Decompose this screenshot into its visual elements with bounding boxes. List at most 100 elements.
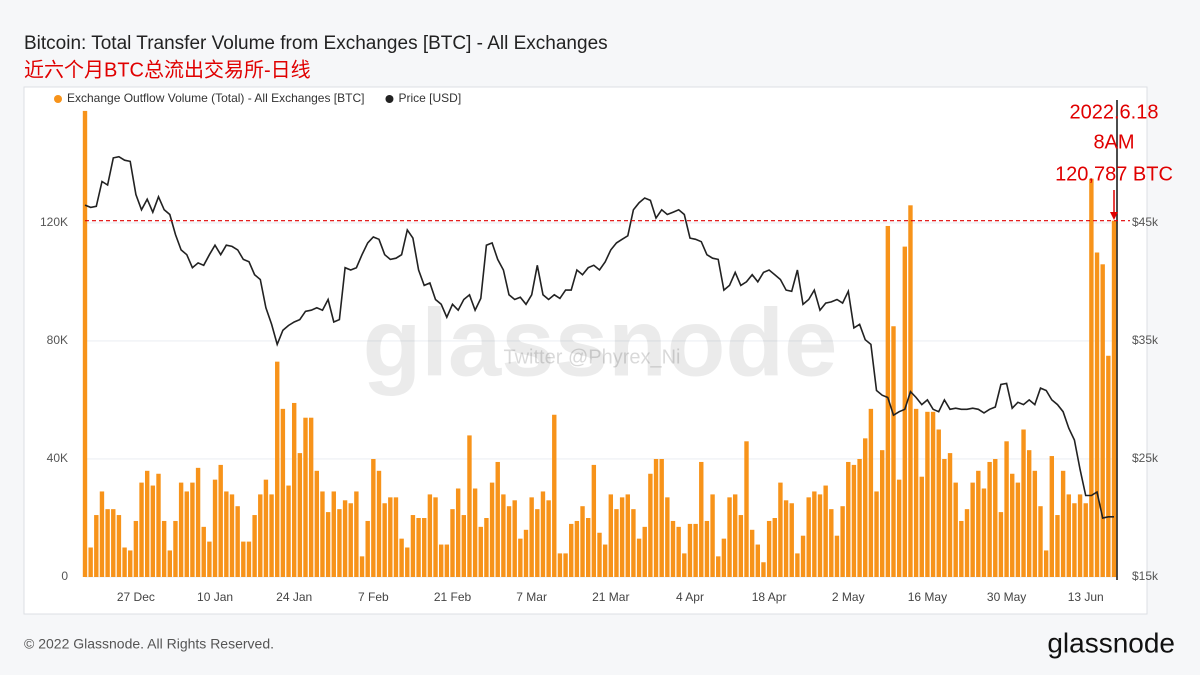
annotation: 120,787 BTC <box>1055 163 1173 185</box>
bar <box>286 485 291 577</box>
bar <box>495 461 500 577</box>
bar <box>1066 494 1071 577</box>
bar <box>846 461 851 577</box>
bar <box>783 500 789 577</box>
bar <box>569 523 574 577</box>
bar <box>337 509 342 577</box>
footer: © 2022 Glassnode. All Rights Reserved. <box>24 636 274 652</box>
annotation-arrowhead <box>1110 212 1118 220</box>
bar <box>246 541 252 577</box>
x-tick-label: 30 May <box>987 590 1026 604</box>
annotation: 2022.6.18 <box>1070 101 1159 123</box>
bar <box>625 494 630 577</box>
bar <box>732 494 738 577</box>
y2-tick-label: $15k <box>1132 569 1159 583</box>
bar <box>269 494 274 577</box>
bar <box>863 438 868 577</box>
bar <box>207 541 212 577</box>
legend-label: Price [USD] <box>398 91 461 105</box>
bar <box>348 503 353 577</box>
bar <box>122 547 127 577</box>
bar <box>455 488 461 577</box>
bar <box>614 509 619 577</box>
bar <box>359 556 365 577</box>
bar <box>653 459 659 577</box>
bar <box>665 497 670 577</box>
bar <box>184 491 189 577</box>
bar <box>1021 429 1026 577</box>
bar <box>710 494 715 577</box>
bar <box>450 509 455 577</box>
bar <box>761 562 766 577</box>
y2-tick-label: $35k <box>1132 333 1159 347</box>
bar <box>1010 473 1015 577</box>
bar <box>648 473 653 577</box>
bar <box>523 529 529 577</box>
bar <box>998 512 1004 577</box>
bar <box>981 488 987 577</box>
chart-title: Bitcoin: Total Transfer Volume from Exch… <box>24 33 608 54</box>
bar <box>930 411 936 577</box>
bar <box>422 518 427 577</box>
bar <box>195 467 201 577</box>
x-tick-label: 18 Apr <box>752 590 787 604</box>
bar <box>303 417 308 577</box>
bar <box>817 494 823 577</box>
bar <box>241 541 246 577</box>
bar <box>789 503 794 577</box>
bar <box>331 491 336 577</box>
bar <box>467 435 472 577</box>
bar <box>540 491 546 577</box>
bar <box>885 225 891 577</box>
bar <box>557 553 563 577</box>
bar <box>721 538 727 577</box>
x-tick-label: 16 May <box>908 590 947 604</box>
bar <box>874 491 879 577</box>
bar <box>433 497 438 577</box>
bar <box>489 482 495 577</box>
bar <box>585 518 591 577</box>
bar <box>823 485 828 577</box>
bar <box>365 520 370 577</box>
bar <box>167 550 173 577</box>
bar <box>1004 441 1009 577</box>
bar <box>546 500 551 577</box>
bar <box>738 515 744 577</box>
bar <box>913 408 919 577</box>
bar <box>478 526 483 577</box>
bar <box>580 506 585 577</box>
bar <box>947 453 953 577</box>
bar <box>1100 264 1105 577</box>
bar <box>291 402 297 577</box>
bar <box>105 509 110 577</box>
bar <box>964 509 970 577</box>
bar <box>851 464 857 577</box>
bar <box>659 459 664 577</box>
bar <box>857 459 862 577</box>
bar <box>744 441 749 577</box>
bar <box>501 494 506 577</box>
y-tick-label: 40K <box>47 451 68 465</box>
bar <box>388 497 393 577</box>
bar <box>778 482 783 577</box>
bar <box>631 509 636 577</box>
bar <box>891 326 896 577</box>
bar <box>755 544 761 577</box>
bar <box>252 515 257 577</box>
bar <box>444 544 450 577</box>
bar <box>942 459 947 577</box>
bar <box>636 538 642 577</box>
bar <box>1043 550 1049 577</box>
annotation: 8AM <box>1093 131 1134 153</box>
bar <box>376 470 382 577</box>
bar <box>704 520 710 577</box>
bar <box>800 535 806 577</box>
y2-tick-label: $25k <box>1132 451 1159 465</box>
bar <box>529 497 534 577</box>
x-tick-label: 24 Jan <box>276 590 312 604</box>
bar <box>263 479 269 577</box>
x-tick-label: 7 Feb <box>358 590 389 604</box>
bar <box>229 494 235 577</box>
bar <box>201 526 206 577</box>
